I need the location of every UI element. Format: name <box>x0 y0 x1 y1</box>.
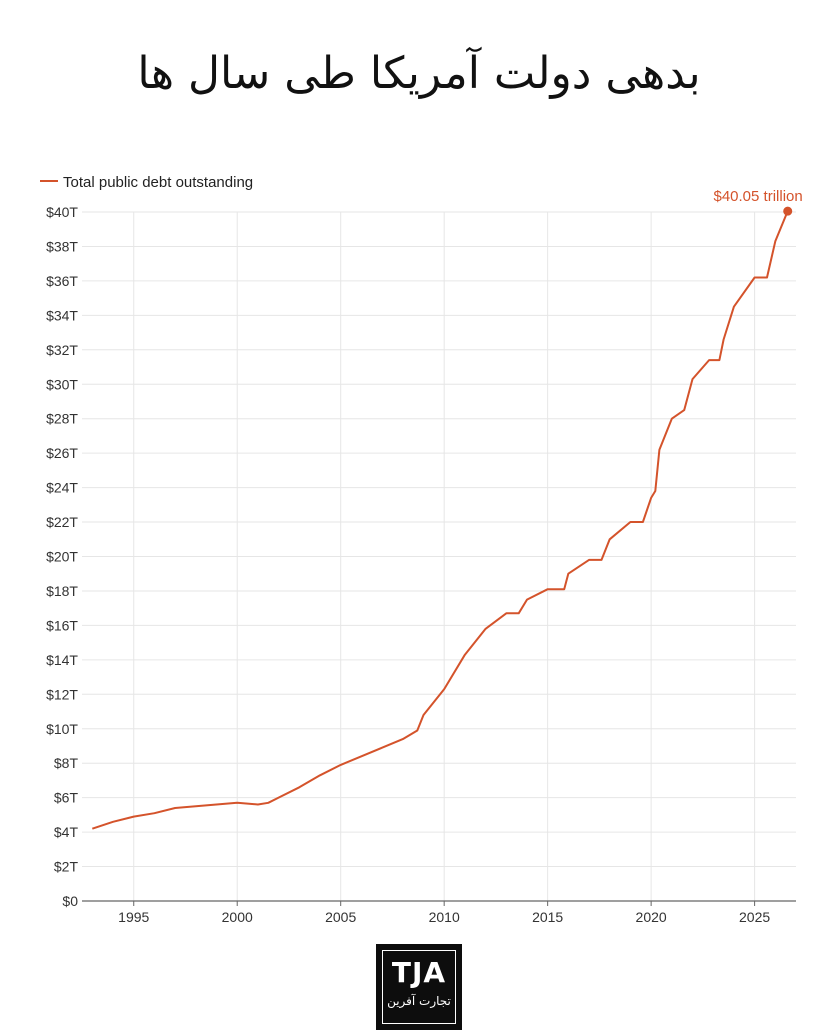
legend-label: Total public debt outstanding <box>63 174 253 191</box>
logo-frame <box>382 950 456 1024</box>
y-tick-label: $30T <box>46 376 78 392</box>
y-tick-label: $8T <box>54 755 79 771</box>
y-tick-label: $14T <box>46 652 78 668</box>
y-tick-label: $38T <box>46 238 78 254</box>
y-tick-label: $10T <box>46 721 78 737</box>
x-tick-label: 2010 <box>429 909 460 925</box>
x-tick-label: 2015 <box>532 909 563 925</box>
grid-layer <box>82 211 796 901</box>
endpoint-label: $40.05 trillion <box>713 188 802 205</box>
y-tick-label: $16T <box>46 617 78 633</box>
axis-layer: $0 $2T $4T $6T $8T $10T $12T $14T $16T $18T $20T $2… <box>46 204 796 925</box>
tja-logo: TJA تجارت آفرین <box>376 944 462 1030</box>
y-tick-label: $18T <box>46 583 78 599</box>
y-tick-label: $36T <box>46 273 78 289</box>
y-tick-label: $2T <box>54 859 79 875</box>
y-tick-label: $20T <box>46 549 78 565</box>
x-tick-label: 1995 <box>118 909 149 925</box>
logo-subtitle: تجارت آفرین <box>387 994 451 1008</box>
logo-text: TJA <box>391 956 447 989</box>
y-tick-label: $40T <box>46 204 78 220</box>
x-tick-label: 2025 <box>739 909 770 925</box>
endpoint-marker <box>783 206 793 216</box>
chart-legend: Total public debt outstanding <box>40 174 253 191</box>
y-tick-label: $34T <box>46 307 78 323</box>
x-tick-label: 2000 <box>222 909 253 925</box>
y-tick-label: $28T <box>46 411 78 427</box>
y-tick-label: $0 <box>62 893 78 909</box>
y-tick-label: $26T <box>46 445 78 461</box>
y-tick-label: $32T <box>46 342 78 358</box>
series-layer: $40.05 trillion <box>91 188 803 830</box>
y-tick-label: $22T <box>46 514 78 530</box>
debt-line-chart: $0 $2T $4T $6T $8T $10T $12T $14T $16T $18T $20T $2… <box>40 174 803 925</box>
y-tick-label: $12T <box>46 686 78 702</box>
y-tick-label: $6T <box>54 790 79 806</box>
y-tick-label: $4T <box>54 824 79 840</box>
page-title: بدهی دولت آمریکا طی سال ها <box>137 48 701 99</box>
x-tick-label: 2020 <box>636 909 667 925</box>
debt-series-line <box>91 210 789 830</box>
y-tick-label: $24T <box>46 480 78 496</box>
x-tick-label: 2005 <box>325 909 356 925</box>
